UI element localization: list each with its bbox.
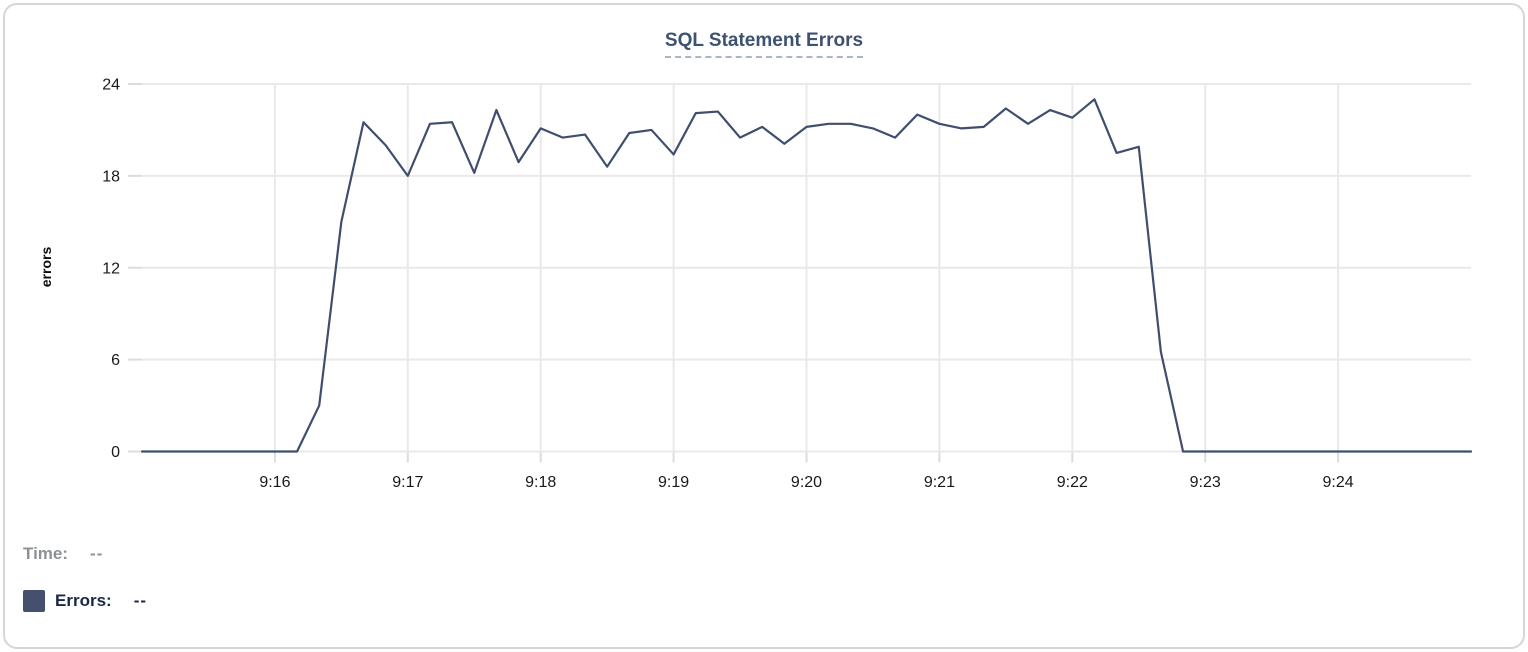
time-value: -- — [90, 544, 104, 563]
x-tick-label: 9:17 — [392, 474, 423, 491]
errors-value: -- — [133, 591, 148, 610]
errors-label: Errors: — [55, 591, 112, 610]
chart-card — [3, 3, 1525, 649]
x-tick-label: 9:24 — [1323, 474, 1354, 491]
y-tick-label: 24 — [102, 77, 120, 94]
y-axis-label: errors — [38, 246, 54, 288]
x-tick-label: 9:22 — [1057, 474, 1088, 491]
x-tick-label: 9:19 — [658, 474, 689, 491]
y-tick-label: 18 — [102, 168, 120, 185]
hover-readout-time: Time: -- — [23, 544, 103, 564]
chart-header: SQL Statement Errors — [0, 30, 1528, 58]
chart-title-link[interactable]: SQL Statement Errors — [664, 30, 864, 58]
x-tick-label: 9:21 — [924, 474, 955, 491]
x-tick-label: 9:16 — [259, 474, 290, 491]
x-tick-label: 9:23 — [1190, 474, 1221, 491]
y-tick-label: 6 — [111, 352, 120, 369]
errors-legend-swatch — [23, 590, 45, 612]
y-tick-label: 0 — [111, 444, 120, 461]
x-tick-label: 9:20 — [791, 474, 822, 491]
time-label: Time: — [23, 544, 69, 563]
errors-series-line — [140, 98, 1473, 453]
errors-line-chart-plot[interactable]: 0 6 12 18 24 9:16 9:17 9:18 9:19 9:20 9:21 9:22 9:23… — [0, 0, 1528, 500]
x-tick-label: 9:18 — [525, 474, 556, 491]
y-tick-label: 12 — [102, 260, 120, 277]
hover-readout-errors: Errors: -- — [23, 590, 147, 612]
